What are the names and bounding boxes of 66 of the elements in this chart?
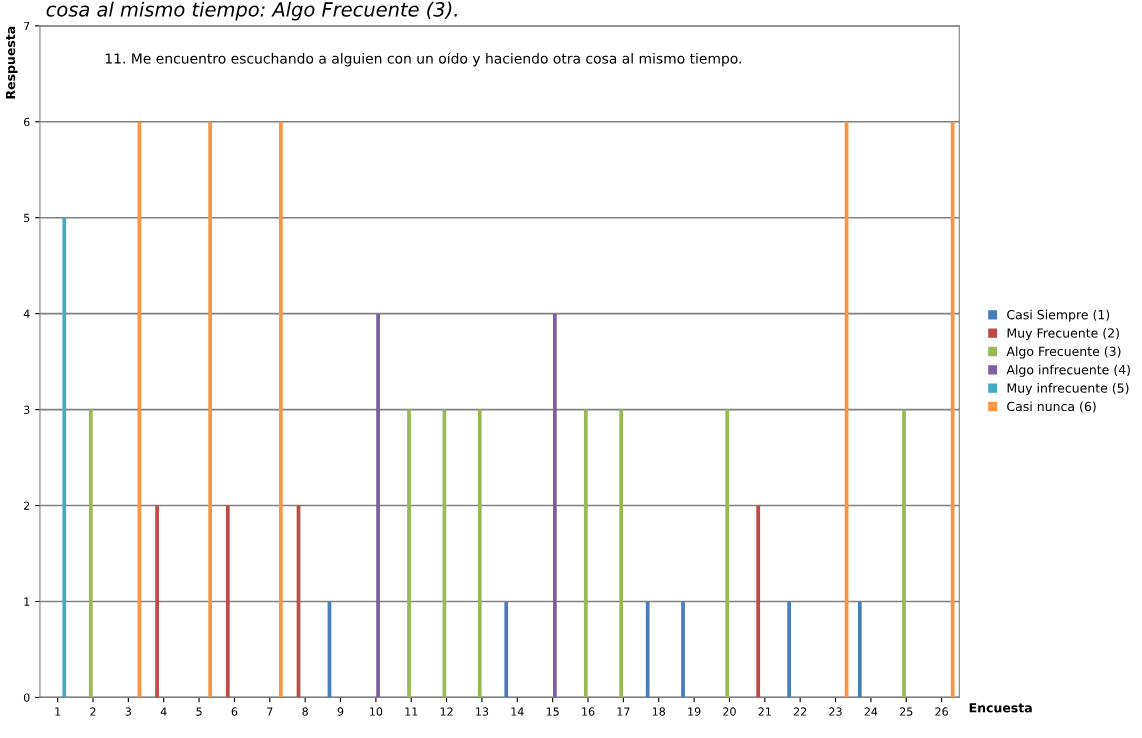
x-tick-label: 3 bbox=[125, 707, 132, 716]
x-tick-label: 24 bbox=[864, 707, 878, 716]
x-tick-label: 22 bbox=[793, 707, 807, 716]
bar bbox=[950, 121, 955, 698]
x-tick-label: 20 bbox=[723, 707, 736, 716]
bar bbox=[442, 409, 447, 698]
bar bbox=[477, 409, 482, 698]
x-tick-label: 8 bbox=[302, 707, 308, 716]
bar bbox=[583, 409, 588, 698]
legend-label: Muy Frecuente (2) bbox=[1007, 328, 1119, 341]
y-tick-label: 6 bbox=[23, 117, 30, 127]
x-tick-label: 1 bbox=[55, 707, 61, 716]
bar bbox=[407, 409, 411, 698]
x-tick-label: 26 bbox=[935, 707, 948, 716]
y-tick-label: 4 bbox=[23, 309, 30, 318]
y-tick-label: 2 bbox=[23, 501, 30, 510]
bar bbox=[725, 409, 730, 698]
y-axis-title: Respuesta bbox=[5, 26, 18, 99]
x-tick-label: 14 bbox=[511, 707, 524, 716]
x-tick-label: 7 bbox=[267, 707, 273, 716]
bar bbox=[645, 601, 650, 698]
legend-label: Algo Frecuente (3) bbox=[1006, 346, 1121, 359]
bar bbox=[88, 409, 93, 698]
x-tick-label: 18 bbox=[652, 707, 666, 716]
x-tick-label: 5 bbox=[196, 707, 202, 716]
y-tick-label: 7 bbox=[24, 21, 30, 31]
x-tick-label: 13 bbox=[476, 707, 489, 716]
bar bbox=[552, 313, 557, 698]
bar bbox=[857, 601, 862, 698]
legend-label: Algo infrecuente (4) bbox=[1006, 364, 1130, 377]
bar bbox=[504, 601, 509, 698]
bar bbox=[62, 217, 67, 698]
legend-label: Casi nunca (6) bbox=[1007, 401, 1096, 413]
bar bbox=[376, 313, 380, 698]
bar bbox=[278, 121, 283, 698]
bar bbox=[619, 409, 624, 698]
x-tick-label: 9 bbox=[337, 707, 344, 716]
x-tick-label: 15 bbox=[546, 707, 559, 716]
bar bbox=[787, 601, 791, 698]
legend-label: Casi Siempre (1) bbox=[1007, 309, 1110, 322]
bar bbox=[902, 409, 906, 698]
legend-label: Muy infrecuente (5) bbox=[1007, 383, 1129, 396]
y-tick-label: 3 bbox=[24, 405, 30, 414]
x-tick-label: 10 bbox=[370, 707, 383, 716]
y-tick-label: 5 bbox=[24, 213, 30, 223]
bar bbox=[681, 601, 685, 698]
x-tick-label: 11 bbox=[405, 707, 418, 716]
bar bbox=[208, 121, 213, 698]
bar bbox=[155, 505, 159, 698]
text: 11. Me encuentro escuchando a alguien con un oído y haciendo otra cosa al mismo tiempo. bbox=[105, 52, 741, 67]
x-tick-label: 2 bbox=[90, 707, 96, 716]
bar bbox=[225, 505, 230, 698]
x-tick-label: 25 bbox=[899, 707, 913, 716]
bar bbox=[756, 505, 761, 698]
y-tick-label: 1 bbox=[24, 597, 30, 606]
y-tick-label: 0 bbox=[23, 693, 30, 702]
x-tick-label: 6 bbox=[231, 707, 238, 716]
x-tick-label: 17 bbox=[617, 707, 630, 716]
x-tick-label: 16 bbox=[582, 707, 595, 716]
x-tick-label: 23 bbox=[829, 707, 842, 716]
x-tick-label: 21 bbox=[758, 707, 771, 716]
x-tick-label: 4 bbox=[160, 707, 167, 716]
text: cosa al mismo tiempo: Algo Frecuente (3). bbox=[46, 1, 457, 21]
x-tick-label: 19 bbox=[688, 707, 701, 716]
x-axis-title: Encuesta bbox=[969, 703, 1032, 713]
x-tick-label: 12 bbox=[440, 707, 453, 716]
